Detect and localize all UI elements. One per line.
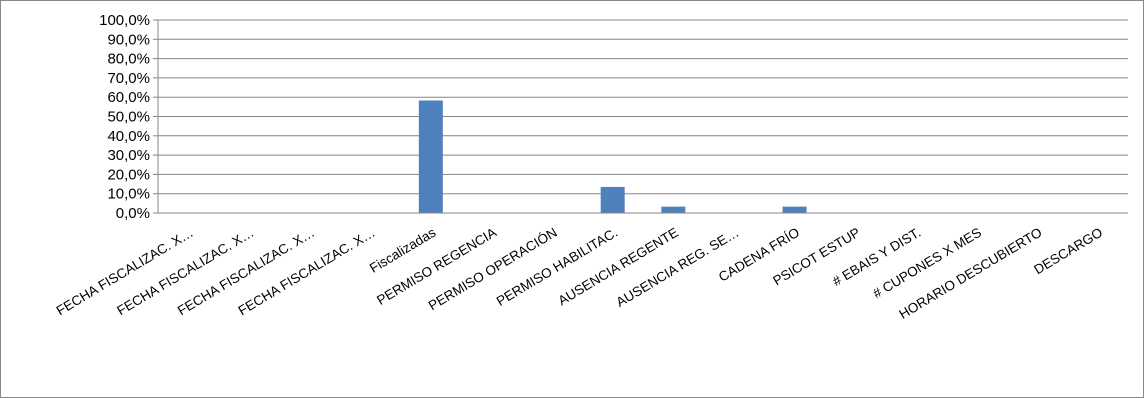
- y-tick-label: 90,0%: [107, 31, 150, 48]
- y-tick-label: 20,0%: [107, 166, 150, 183]
- y-tick-label: 40,0%: [107, 128, 150, 145]
- y-axis-ticks: 0,0% 10,0% 20,0% 30,0% 40,0% 50,0% 60,0% 70,0% 8…: [99, 12, 158, 222]
- gridlines: [158, 19, 1128, 195]
- y-tick-label: 50,0%: [107, 109, 150, 126]
- y-tick-label: 60,0%: [107, 89, 150, 106]
- y-tick-label: 100,0%: [99, 12, 150, 29]
- y-tick-label: 10,0%: [107, 186, 150, 203]
- bar: [600, 186, 625, 213]
- axes: [157, 20, 1128, 214]
- bar: [661, 206, 686, 213]
- y-tick-label: 0,0%: [116, 205, 150, 222]
- bars: [418, 100, 807, 213]
- y-tick-label: 70,0%: [107, 70, 150, 87]
- bar: [418, 100, 443, 213]
- bar: [782, 206, 807, 213]
- x-axis-labels: FECHA FISCALIZAC. X…FECHA FISCALIZAC. X……: [54, 225, 1105, 322]
- y-tick-label: 30,0%: [107, 147, 150, 164]
- y-tick-label: 80,0%: [107, 51, 150, 68]
- x-category-label: DESCARGO: [1031, 225, 1105, 278]
